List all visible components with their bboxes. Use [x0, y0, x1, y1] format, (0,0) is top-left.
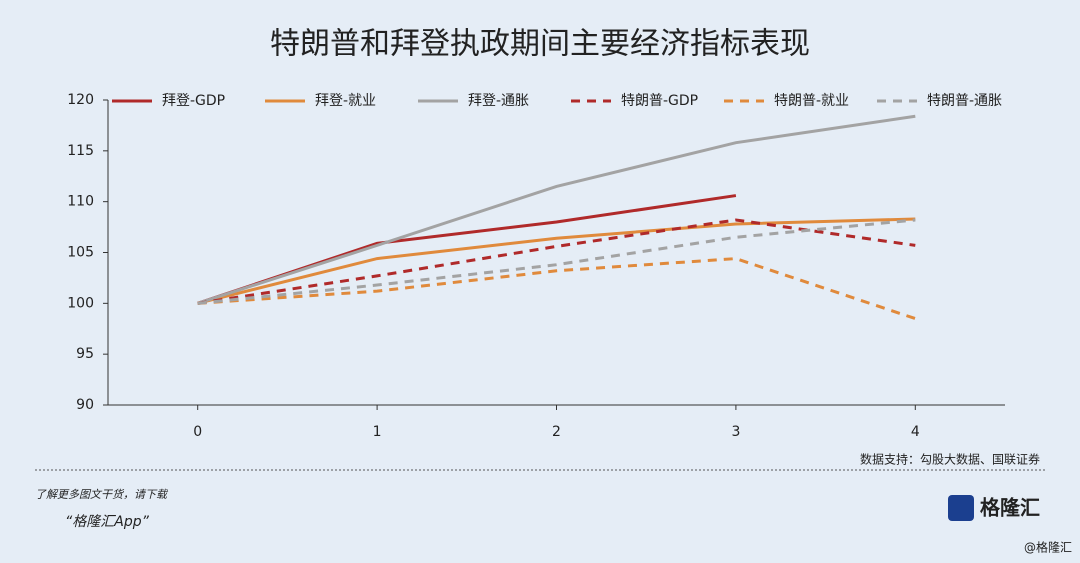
logo-text: 格隆汇	[980, 496, 1040, 520]
chart-title: 特朗普和拜登执政期间主要经济指标表现	[270, 27, 810, 62]
y-tick-label: 95	[76, 346, 94, 362]
source: 数据支持：勾股大数据、国联证券	[860, 452, 1040, 467]
footer-app: “格隆汇App”	[65, 514, 150, 530]
series-line	[197, 218, 916, 305]
x-tick-label: 4	[911, 424, 920, 440]
series-line	[197, 217, 916, 305]
logo-icon	[948, 495, 974, 521]
legend-label: 特朗普-GDP	[621, 93, 698, 109]
legend-label: 拜登-就业	[315, 93, 376, 109]
series-line	[197, 218, 916, 305]
footer-text: 了解更多图文干货，请下载	[35, 488, 169, 501]
y-tick-label: 115	[67, 143, 94, 159]
y-tick-label: 90	[76, 397, 94, 413]
series-line	[197, 114, 916, 305]
y-tick-label: 105	[67, 245, 94, 261]
legend-label: 特朗普-通胀	[927, 93, 1002, 109]
x-tick-label: 0	[193, 424, 202, 440]
x-tick-label: 2	[552, 424, 561, 440]
legend-label: 特朗普-就业	[774, 93, 849, 109]
x-tick-label: 1	[373, 424, 382, 440]
watermark: @格隆汇	[1024, 540, 1072, 555]
legend-label: 拜登-通胀	[468, 93, 529, 109]
y-tick-label: 100	[67, 295, 94, 311]
x-tick-label: 3	[731, 424, 740, 440]
series-line	[197, 257, 916, 321]
legend-label: 拜登-GDP	[162, 93, 225, 109]
y-tick-label: 120	[67, 92, 94, 108]
y-tick-label: 110	[67, 194, 94, 210]
